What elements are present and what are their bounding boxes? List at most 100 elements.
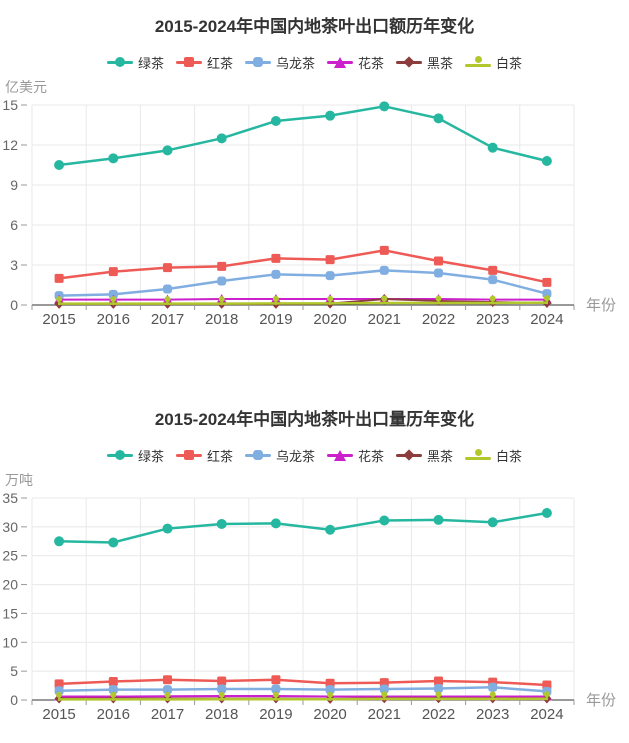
grid [31,104,575,305]
legend-label: 黑茶 [427,55,454,71]
series-markers-乌龙茶 [54,265,552,301]
legend-item-绿茶[interactable]: 绿茶 [106,446,164,465]
legend-marker [175,55,202,69]
legend-item-花茶[interactable]: 花茶 [327,53,384,72]
legend-item-黑茶[interactable]: 黑茶 [396,446,453,465]
legend-label: 乌龙茶 [275,55,315,71]
series-line-乌龙茶 [57,686,549,693]
legend-marker [106,55,133,69]
series-line-红茶 [57,678,549,687]
legend-item-乌龙茶[interactable]: 乌龙茶 [244,53,315,72]
series-line-红茶 [57,249,549,284]
svg-text:2017: 2017 [151,311,184,328]
y-axis-name: 万吨 [5,473,33,488]
triangle-marker-icon [334,56,346,68]
export-value-chart-legend: 绿茶 红茶 乌龙茶 花茶 黑茶 白茶 [0,52,629,72]
series-markers-白茶 [56,691,550,701]
legend-marker [465,55,492,69]
legend-label: 黑茶 [427,448,454,464]
svg-text:2021: 2021 [368,706,401,723]
legend-label: 花茶 [358,55,385,71]
svg-text:2024: 2024 [530,311,563,328]
svg-text:2019: 2019 [259,706,292,723]
svg-text:2017: 2017 [151,706,184,723]
series-line-乌龙茶 [57,269,549,297]
export-value-chart-title: 2015-2024年中国内地茶叶出口额历年变化 [154,17,475,36]
svg-text:0: 0 [10,692,18,708]
legend-item-白茶[interactable]: 白茶 [465,53,522,72]
legend-label: 红茶 [206,448,233,464]
series-绿茶 [54,101,552,170]
legend-item-绿茶[interactable]: 绿茶 [106,53,164,72]
svg-text:0: 0 [10,297,18,313]
rounded-square-marker-icon [252,57,263,67]
diamond-marker-icon [403,56,415,68]
legend-item-黑茶[interactable]: 黑茶 [396,53,453,72]
svg-text:2019: 2019 [259,311,292,328]
series-红茶 [54,245,552,287]
circle-marker-icon [114,57,125,67]
svg-text:20: 20 [2,577,18,593]
series-markers-绿茶 [54,101,552,170]
axes [21,104,575,310]
export-value-chart: 2015-2024年中国内地茶叶出口额历年变化 绿茶 红茶 乌龙茶 花茶 黑茶 白茶 0 3… [0,0,629,335]
pin-marker-icon [474,449,482,456]
grid [31,497,575,700]
legend-label: 白茶 [496,55,523,71]
circle-marker-icon [114,450,125,460]
legend-marker [327,448,353,462]
pin-marker-icon [474,56,482,63]
svg-text:2020: 2020 [313,311,346,328]
svg-text:35: 35 [2,490,18,506]
svg-text:3: 3 [10,257,18,273]
legend-marker [244,448,271,462]
svg-text:15: 15 [2,97,18,113]
svg-text:2015: 2015 [42,706,75,723]
legend-label: 花茶 [358,448,385,464]
series-line-绿茶 [57,511,549,544]
legend-marker [465,448,492,462]
svg-text:2024: 2024 [530,706,563,723]
svg-text:2022: 2022 [422,706,455,723]
legend-label: 红茶 [206,55,233,71]
svg-text:6: 6 [10,217,18,233]
svg-text:2018: 2018 [205,706,238,723]
svg-text:15: 15 [2,605,18,621]
series-绿茶 [54,508,552,548]
legend-marker [175,448,202,462]
legend-item-花茶[interactable]: 花茶 [327,446,384,465]
svg-text:12: 12 [2,137,18,153]
svg-text:2016: 2016 [97,311,130,328]
x-axis-labels: 2015 2016 2017 2018 2019 2020 2021 2022 2023 2024 [42,311,563,328]
x-axis-name: 年份 [586,692,616,709]
svg-text:2023: 2023 [476,311,509,328]
svg-text:9: 9 [10,177,18,193]
triangle-marker-icon [334,449,346,461]
square-marker-icon [183,450,194,460]
legend-label: 绿茶 [137,55,164,71]
y-axis-labels: 0 3 6 9 12 15 [2,97,18,313]
legend-item-白茶[interactable]: 白茶 [465,446,522,465]
series-白茶 [56,691,550,701]
svg-text:2020: 2020 [313,706,346,723]
legend-marker [106,448,133,462]
legend-marker [327,55,353,69]
legend-line [465,457,492,460]
legend-item-红茶[interactable]: 红茶 [175,53,233,72]
export-volume-chart-legend: 绿茶 红茶 乌龙茶 花茶 黑茶 白茶 [0,445,629,465]
svg-text:25: 25 [2,548,18,564]
svg-text:2022: 2022 [422,311,455,328]
svg-text:2021: 2021 [368,311,401,328]
svg-text:30: 30 [2,519,18,535]
legend-item-乌龙茶[interactable]: 乌龙茶 [244,446,315,465]
svg-text:5: 5 [10,663,18,679]
rounded-square-marker-icon [252,450,263,460]
svg-text:2016: 2016 [97,706,130,723]
axes [21,497,575,705]
series-line-花茶 [58,694,548,698]
legend-item-红茶[interactable]: 红茶 [175,446,233,465]
series-line-白茶 [57,301,549,305]
export-volume-chart: 2015-2024年中国内地茶叶出口量历年变化 绿茶 红茶 乌龙茶 花茶 黑茶 白茶 0 5… [0,335,629,739]
series-line-花茶 [58,298,548,301]
